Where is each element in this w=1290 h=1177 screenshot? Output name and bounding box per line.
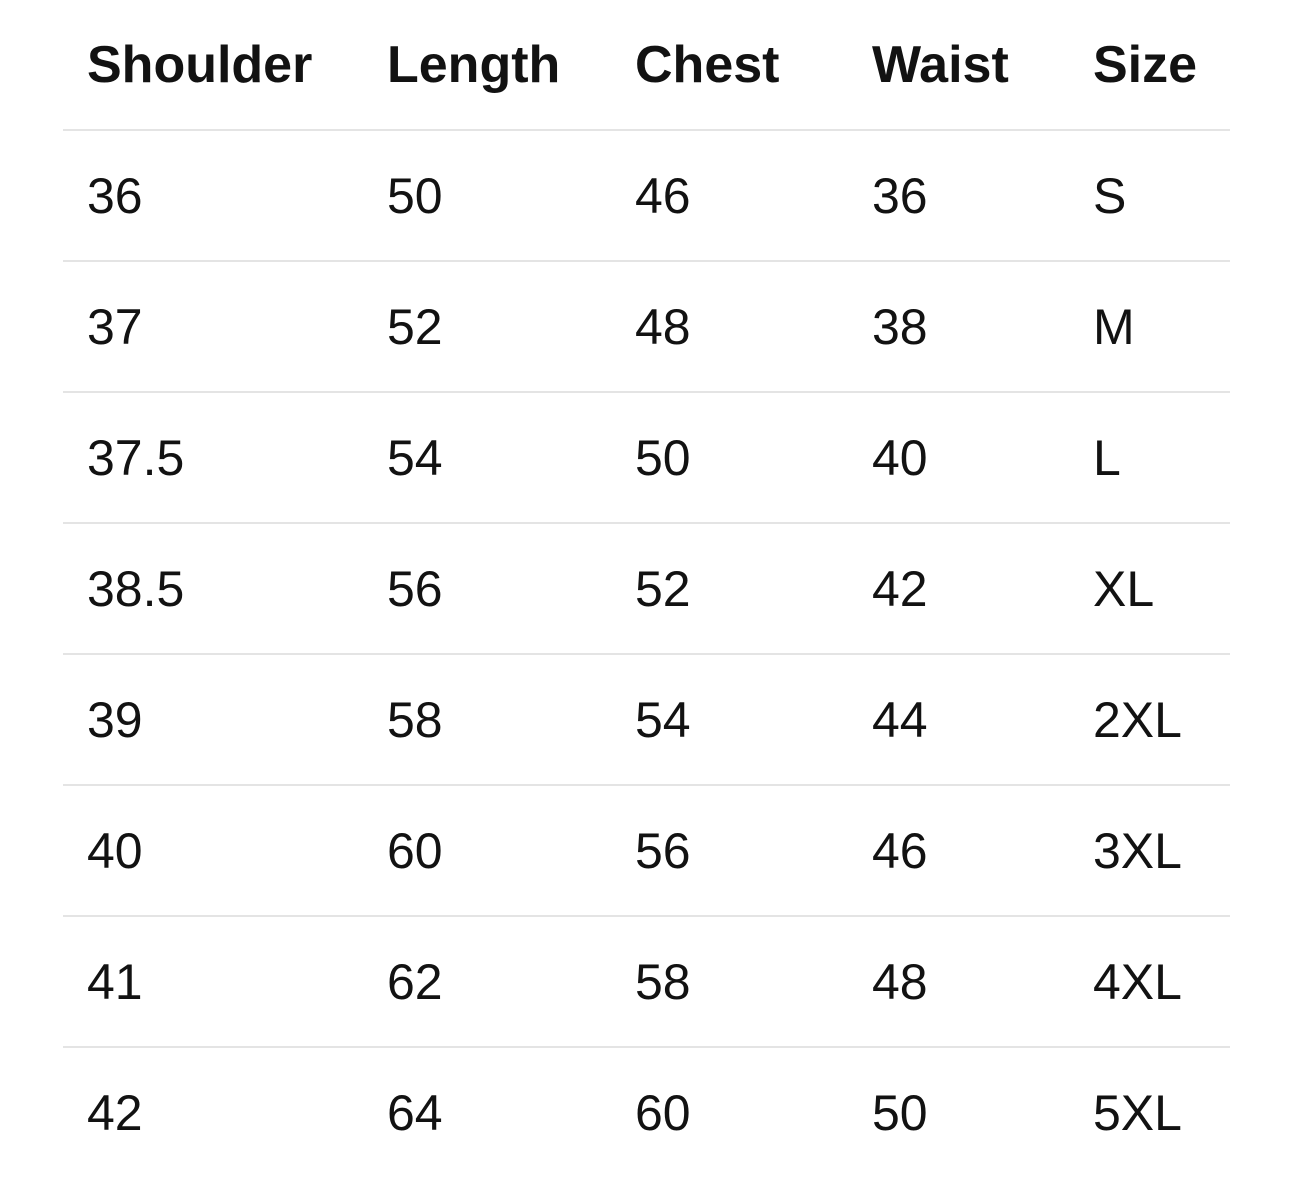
cell-shoulder: 36: [63, 130, 387, 262]
cell-waist: 48: [872, 916, 1093, 1048]
cell-length: 54: [387, 392, 635, 524]
table-row-size-4xl: 41 62 58 48 4XL: [63, 916, 1230, 1048]
cell-shoulder: 41: [63, 916, 387, 1048]
table-row-size-l: 37.5 54 50 40 L: [63, 392, 1230, 524]
cell-chest: 54: [635, 654, 872, 786]
cell-chest: 56: [635, 785, 872, 917]
column-header-length: Length: [387, 0, 635, 131]
cell-waist: 40: [872, 392, 1093, 524]
cell-size: 2XL: [1093, 654, 1230, 786]
table-row-size-m: 37 52 48 38 M: [63, 261, 1230, 393]
cell-shoulder: 40: [63, 785, 387, 917]
cell-size: XL: [1093, 523, 1230, 655]
table-row-size-s: 36 50 46 36 S: [63, 130, 1230, 262]
cell-shoulder: 39: [63, 654, 387, 786]
column-header-size: Size: [1093, 0, 1230, 131]
cell-size: 3XL: [1093, 785, 1230, 917]
cell-length: 64: [387, 1084, 443, 1141]
cell-waist: 36: [872, 130, 1093, 262]
cell-size: 4XL: [1093, 916, 1230, 1048]
column-header-shoulder: Shoulder: [63, 0, 387, 131]
cell-shoulder: 38.5: [63, 523, 387, 655]
table-row-size-xl: 38.5 56 52 42 XL: [63, 523, 1230, 655]
cell-waist: 46: [872, 785, 1093, 917]
cell-shoulder: 42: [87, 1084, 143, 1141]
cell-chest: 58: [635, 916, 872, 1048]
cell-waist: 38: [872, 261, 1093, 393]
cell-shoulder: 37: [63, 261, 387, 393]
cell-waist: 42: [872, 523, 1093, 655]
table-row-size-2xl: 39 58 54 44 2XL: [63, 654, 1230, 786]
cell-size: M: [1093, 261, 1230, 393]
cell-length: 60: [387, 785, 635, 917]
cell-length: 58: [387, 654, 635, 786]
table-row-size-3xl: 40 60 56 46 3XL: [63, 785, 1230, 917]
cell-shoulder: 37.5: [63, 392, 387, 524]
cell-size: S: [1093, 130, 1230, 262]
cell-size: 5XL: [1093, 1084, 1182, 1141]
column-header-chest: Chest: [635, 0, 872, 131]
cell-size: L: [1093, 392, 1230, 524]
table-row-size-5xl: 42 64 60 50 5XL: [63, 1047, 1230, 1177]
header-row: Shoulder Length Chest Waist Size: [63, 0, 1230, 131]
cell-chest: 50: [635, 392, 872, 524]
cell-chest: 52: [635, 523, 872, 655]
cell-length: 50: [387, 130, 635, 262]
cell-waist: 44: [872, 654, 1093, 786]
cell-length: 62: [387, 916, 635, 1048]
size-chart-table: Shoulder Length Chest Waist Size 36 50 4…: [63, 0, 1230, 1177]
column-header-waist: Waist: [872, 0, 1093, 131]
cell-length: 52: [387, 261, 635, 393]
cell-chest: 46: [635, 130, 872, 262]
cell-length: 56: [387, 523, 635, 655]
cell-chest: 48: [635, 261, 872, 393]
cell-chest: 60: [635, 1084, 691, 1141]
cell-waist: 50: [872, 1084, 928, 1141]
